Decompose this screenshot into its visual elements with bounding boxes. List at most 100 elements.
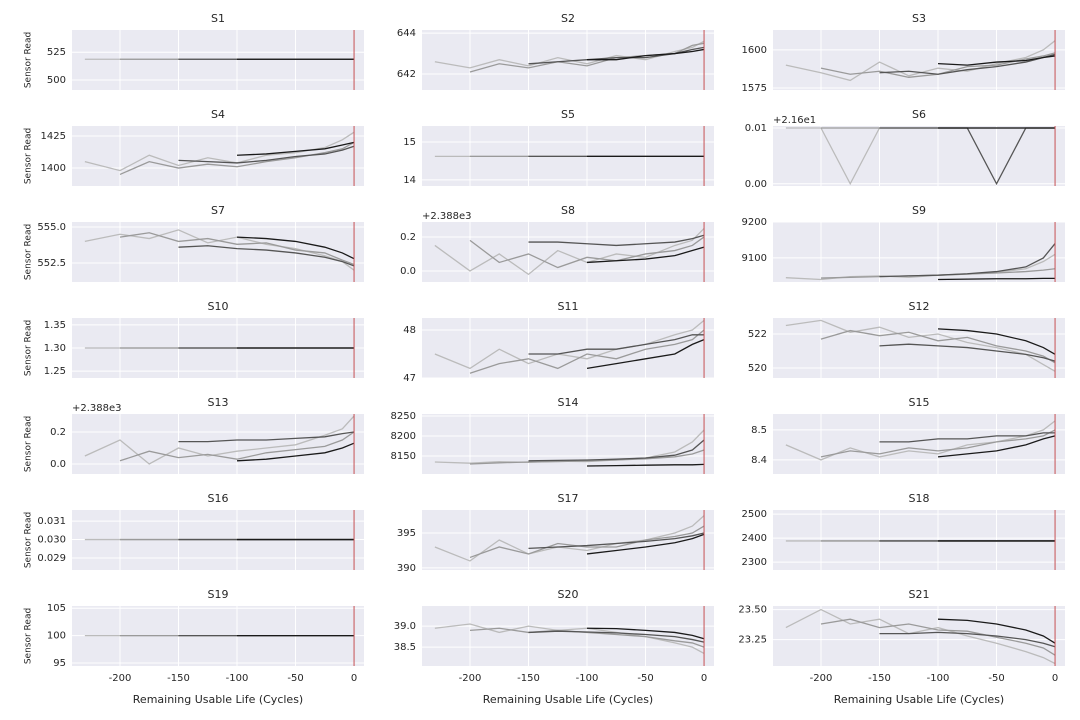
x-tick-label: -200 xyxy=(810,673,833,684)
series-line xyxy=(469,627,705,648)
series-line xyxy=(785,420,1056,461)
y-tick-label: 555.0 xyxy=(37,222,66,233)
subplot-title: S10 xyxy=(208,300,229,313)
y-tick-label: 1.35 xyxy=(44,320,66,331)
series-line xyxy=(586,246,705,264)
series-line xyxy=(785,608,1056,665)
series-line xyxy=(785,40,1056,82)
series-line xyxy=(586,533,705,555)
subplot-title: S13 xyxy=(208,396,229,409)
series-line xyxy=(528,334,705,355)
y-tick-label: 1400 xyxy=(41,163,66,174)
subplot-title: S15 xyxy=(909,396,930,409)
y-tick-label: 0.031 xyxy=(37,516,66,527)
y-tick-label: 15 xyxy=(403,137,416,148)
y-tick-label: 0.01 xyxy=(745,123,767,134)
y-tick-label: 0.0 xyxy=(50,459,66,470)
x-tick-label: -150 xyxy=(167,673,190,684)
y-tick-label: 38.5 xyxy=(394,642,416,653)
y-tick-label: 0.2 xyxy=(400,232,416,243)
series-line xyxy=(434,515,705,562)
y-tick-label: 500 xyxy=(47,75,66,86)
y-tick-label: 8.5 xyxy=(751,425,767,436)
x-tick-label: 0 xyxy=(701,673,707,684)
x-tick-label: -200 xyxy=(459,673,482,684)
offset-label: +2.388e3 xyxy=(72,403,122,414)
y-tick-label: 100 xyxy=(47,631,66,642)
y-tick-label: 8.4 xyxy=(751,455,767,466)
series-line xyxy=(586,338,705,370)
x-tick-label: 0 xyxy=(351,673,357,684)
series-line xyxy=(236,141,355,156)
plot-background xyxy=(773,318,1065,378)
plot-background xyxy=(422,222,714,282)
y-tick-label: 1600 xyxy=(742,45,767,56)
offset-label: +2.16e1 xyxy=(773,115,816,126)
series-line xyxy=(178,245,355,267)
series-line xyxy=(178,145,355,164)
subplot-title: S12 xyxy=(909,300,930,313)
subplot-title: S1 xyxy=(211,12,225,25)
series-line xyxy=(820,52,1056,78)
plot-background xyxy=(773,126,1065,186)
subplot-title: S6 xyxy=(912,108,926,121)
series-line xyxy=(938,277,1056,281)
plot-background xyxy=(773,222,1065,282)
series-line xyxy=(119,431,355,462)
y-axis-label: Sensor Read xyxy=(24,416,34,472)
y-tick-label: 2400 xyxy=(742,533,767,544)
y-tick-label: 23.25 xyxy=(738,635,767,646)
y-tick-label: 14 xyxy=(403,175,416,186)
series-line xyxy=(937,328,1056,355)
series-line xyxy=(528,532,705,550)
y-tick-label: 0.030 xyxy=(37,535,66,546)
y-tick-label: 8200 xyxy=(391,431,416,442)
series-line xyxy=(879,631,1056,648)
x-axis-label: Remaining Usable Life (Cycles) xyxy=(133,693,303,706)
subplot-title: S18 xyxy=(909,492,930,505)
y-tick-label: 0.029 xyxy=(37,553,66,564)
plot-background xyxy=(72,414,364,474)
y-tick-label: 48 xyxy=(403,325,416,336)
series-line xyxy=(879,243,1056,278)
y-tick-label: 39.0 xyxy=(394,621,416,632)
y-tick-label: 552.5 xyxy=(37,258,66,269)
y-tick-label: 0.00 xyxy=(745,179,767,190)
subplot-title: S3 xyxy=(912,12,926,25)
subplot-title: S17 xyxy=(558,492,579,505)
series-line xyxy=(236,442,355,462)
series-line xyxy=(937,618,1056,644)
y-tick-label: 9100 xyxy=(742,253,767,264)
series-line xyxy=(528,630,705,643)
subplot-title: S19 xyxy=(208,588,229,601)
plot-background xyxy=(773,510,1065,570)
x-tick-label: -150 xyxy=(868,673,891,684)
x-tick-label: 0 xyxy=(1052,673,1058,684)
plot-background xyxy=(72,30,364,90)
y-tick-label: 0.2 xyxy=(50,427,66,438)
offset-label: +2.388e3 xyxy=(422,211,472,222)
series-line xyxy=(587,463,705,467)
x-tick-label: -50 xyxy=(637,673,653,684)
plot-background xyxy=(773,414,1065,474)
series-line xyxy=(820,618,1056,656)
subplot-title: S16 xyxy=(208,492,229,505)
series-line xyxy=(469,329,705,374)
series-line xyxy=(528,234,705,247)
plot-background xyxy=(422,510,714,570)
subplot-title: S21 xyxy=(909,588,930,601)
subplot-title: S5 xyxy=(561,108,575,121)
series-line xyxy=(469,42,705,73)
series-line xyxy=(178,431,355,443)
series-line xyxy=(119,141,355,176)
series-line xyxy=(434,319,705,370)
y-tick-label: 0.0 xyxy=(400,266,416,277)
y-tick-label: 525 xyxy=(47,47,66,58)
subplot-title: S7 xyxy=(211,204,225,217)
y-tick-label: 642 xyxy=(397,69,416,80)
series-line xyxy=(469,449,705,465)
y-tick-label: 390 xyxy=(397,563,416,574)
y-tick-label: 1575 xyxy=(742,83,767,94)
subplot-title: S8 xyxy=(561,204,575,217)
